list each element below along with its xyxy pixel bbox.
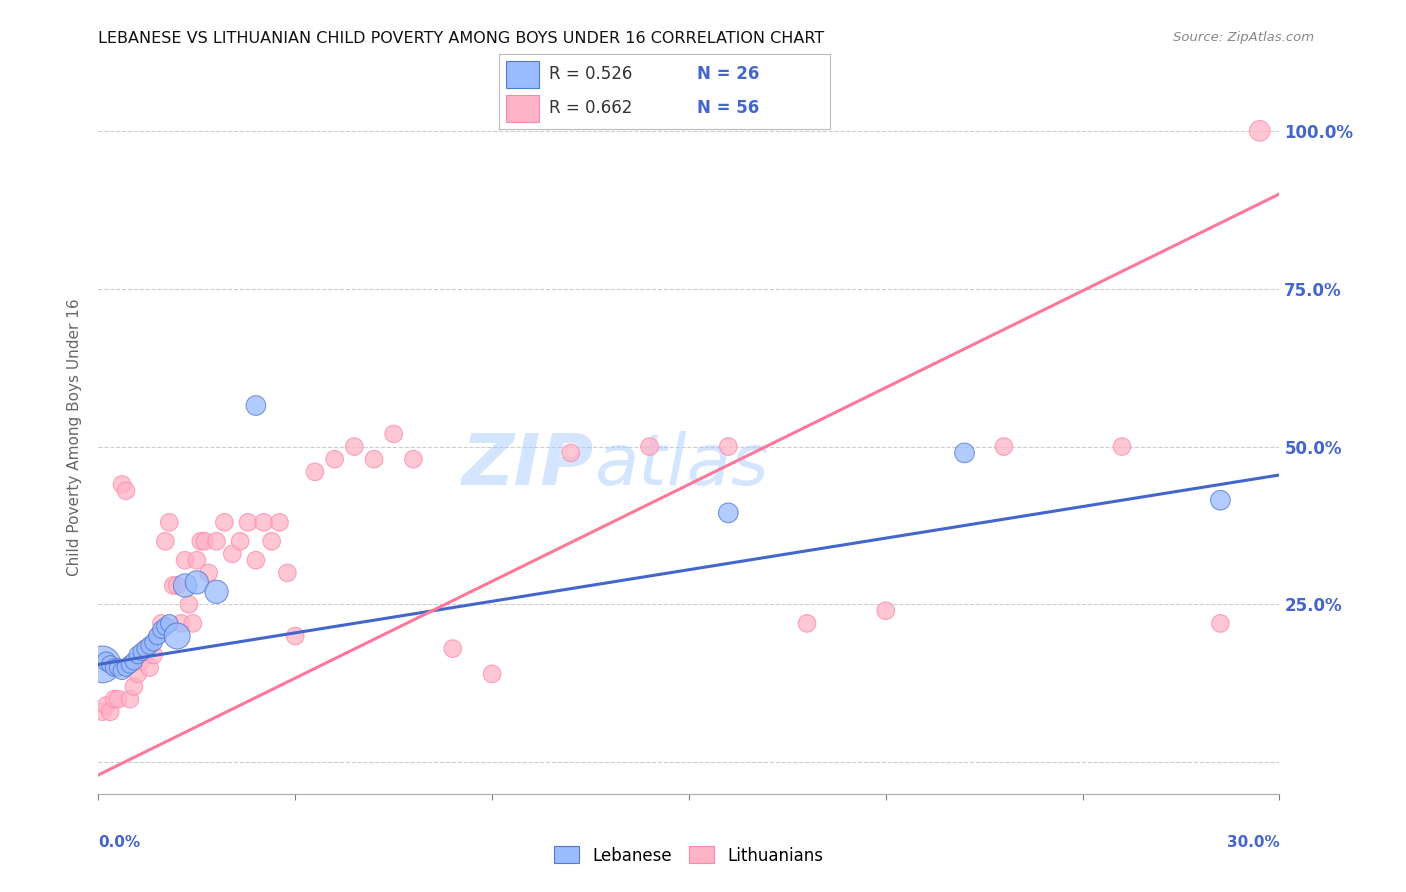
Point xyxy=(103,660,125,674)
Point xyxy=(875,604,897,618)
Point xyxy=(115,660,138,674)
Point xyxy=(284,629,307,643)
Point xyxy=(481,666,503,681)
Point xyxy=(131,654,153,668)
Point xyxy=(150,616,173,631)
Point xyxy=(91,657,114,672)
Point xyxy=(186,553,208,567)
Point xyxy=(796,616,818,631)
Point xyxy=(363,452,385,467)
Point xyxy=(157,616,180,631)
Point xyxy=(122,654,145,668)
Point xyxy=(993,440,1015,454)
Point xyxy=(194,534,217,549)
Point xyxy=(343,440,366,454)
Point xyxy=(138,660,160,674)
Point xyxy=(1249,124,1271,138)
Text: R = 0.662: R = 0.662 xyxy=(548,100,648,118)
Point xyxy=(260,534,283,549)
Point xyxy=(236,516,259,530)
Point xyxy=(98,657,121,672)
Bar xyxy=(506,62,538,87)
Point xyxy=(1209,493,1232,508)
Point xyxy=(115,483,138,498)
Point xyxy=(181,616,204,631)
Point xyxy=(186,575,208,590)
Point xyxy=(127,648,149,662)
Point xyxy=(1209,616,1232,631)
Point xyxy=(229,534,252,549)
Legend: Lebanese, Lithuanians: Lebanese, Lithuanians xyxy=(548,839,830,871)
Point xyxy=(155,619,177,633)
Point xyxy=(1111,440,1133,454)
Bar xyxy=(506,95,538,122)
Point xyxy=(118,657,141,672)
Point xyxy=(174,578,197,592)
Point xyxy=(118,692,141,706)
Point xyxy=(103,692,125,706)
Point xyxy=(323,452,346,467)
Point xyxy=(304,465,326,479)
Y-axis label: Child Poverty Among Boys Under 16: Child Poverty Among Boys Under 16 xyxy=(67,298,83,576)
Text: atlas: atlas xyxy=(595,431,769,500)
Point xyxy=(402,452,425,467)
Point xyxy=(166,629,188,643)
Point xyxy=(205,584,228,599)
Point xyxy=(560,446,582,460)
Point xyxy=(127,666,149,681)
Point xyxy=(253,516,276,530)
Point xyxy=(190,534,212,549)
Point xyxy=(98,705,121,719)
Point xyxy=(638,440,661,454)
Text: 0.0%: 0.0% xyxy=(98,836,141,850)
Point xyxy=(441,641,464,656)
Text: 30.0%: 30.0% xyxy=(1226,836,1279,850)
Point xyxy=(953,446,976,460)
Point xyxy=(170,616,193,631)
Point xyxy=(122,680,145,694)
Point xyxy=(205,534,228,549)
Text: N = 56: N = 56 xyxy=(697,100,759,118)
Text: R = 0.526: R = 0.526 xyxy=(548,65,648,83)
Point xyxy=(111,664,134,678)
Point xyxy=(155,534,177,549)
Point xyxy=(245,399,267,413)
Point xyxy=(197,566,219,580)
Point xyxy=(157,516,180,530)
Text: LEBANESE VS LITHUANIAN CHILD POVERTY AMONG BOYS UNDER 16 CORRELATION CHART: LEBANESE VS LITHUANIAN CHILD POVERTY AMO… xyxy=(98,31,825,46)
Point xyxy=(221,547,243,561)
Point xyxy=(214,516,236,530)
Point xyxy=(382,426,405,441)
Point xyxy=(245,553,267,567)
Point xyxy=(150,623,173,637)
Point xyxy=(96,654,118,668)
Point xyxy=(107,660,129,674)
Text: Source: ZipAtlas.com: Source: ZipAtlas.com xyxy=(1174,31,1315,45)
Point xyxy=(162,578,184,592)
Point xyxy=(138,639,160,653)
Point xyxy=(146,629,169,643)
Point xyxy=(96,698,118,713)
Text: ZIP: ZIP xyxy=(463,431,595,500)
Point xyxy=(717,506,740,520)
Point xyxy=(146,629,169,643)
Point xyxy=(135,641,157,656)
Text: N = 26: N = 26 xyxy=(697,65,759,83)
Point xyxy=(142,635,165,649)
Point xyxy=(111,477,134,491)
Point xyxy=(177,598,200,612)
Point xyxy=(91,705,114,719)
Point xyxy=(269,516,291,530)
Point xyxy=(107,692,129,706)
Point xyxy=(174,553,197,567)
Point xyxy=(166,578,188,592)
Point xyxy=(717,440,740,454)
Point xyxy=(142,648,165,662)
Point xyxy=(276,566,298,580)
Point xyxy=(131,645,153,659)
Point xyxy=(135,641,157,656)
